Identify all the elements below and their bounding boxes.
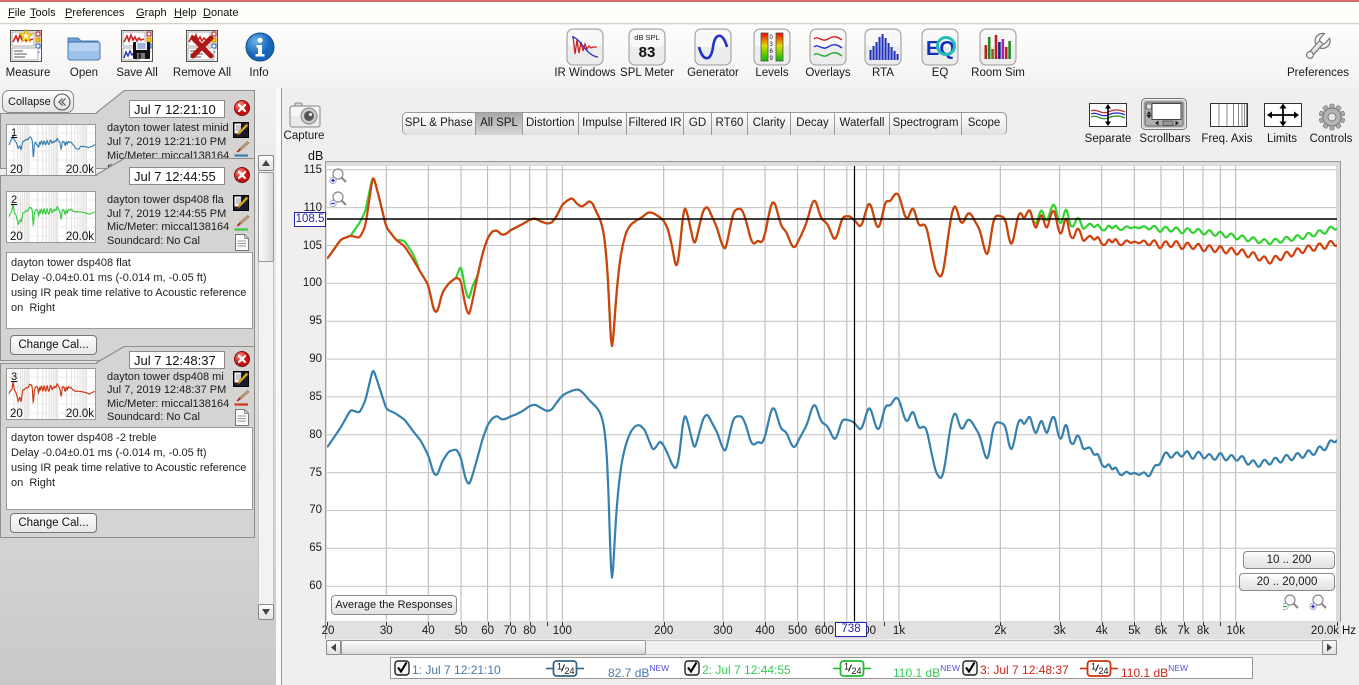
svg-text:20: 20 xyxy=(10,231,23,243)
svg-text:9: 9 xyxy=(770,56,774,62)
svg-text:24: 24 xyxy=(852,666,862,676)
svg-text:1: 1 xyxy=(1091,662,1096,672)
svg-text:20.0k: 20.0k xyxy=(66,164,94,176)
svg-text:1: 1 xyxy=(844,662,849,672)
svg-text:83: 83 xyxy=(639,44,656,61)
svg-text:3: 3 xyxy=(770,42,774,48)
svg-text:2: 2 xyxy=(11,194,17,206)
svg-text:1: 1 xyxy=(11,127,17,139)
svg-text:24: 24 xyxy=(565,666,575,676)
svg-text:dB SPL: dB SPL xyxy=(634,33,659,42)
svg-text:24: 24 xyxy=(1099,666,1109,676)
svg-text:20.0k: 20.0k xyxy=(66,408,94,420)
svg-text:1: 1 xyxy=(557,662,562,672)
svg-text:0: 0 xyxy=(770,35,774,41)
svg-text:6: 6 xyxy=(770,49,774,55)
svg-text:20.0k: 20.0k xyxy=(66,231,94,243)
svg-text:3: 3 xyxy=(11,371,17,383)
svg-text:20: 20 xyxy=(10,164,23,176)
svg-text:20: 20 xyxy=(10,408,23,420)
